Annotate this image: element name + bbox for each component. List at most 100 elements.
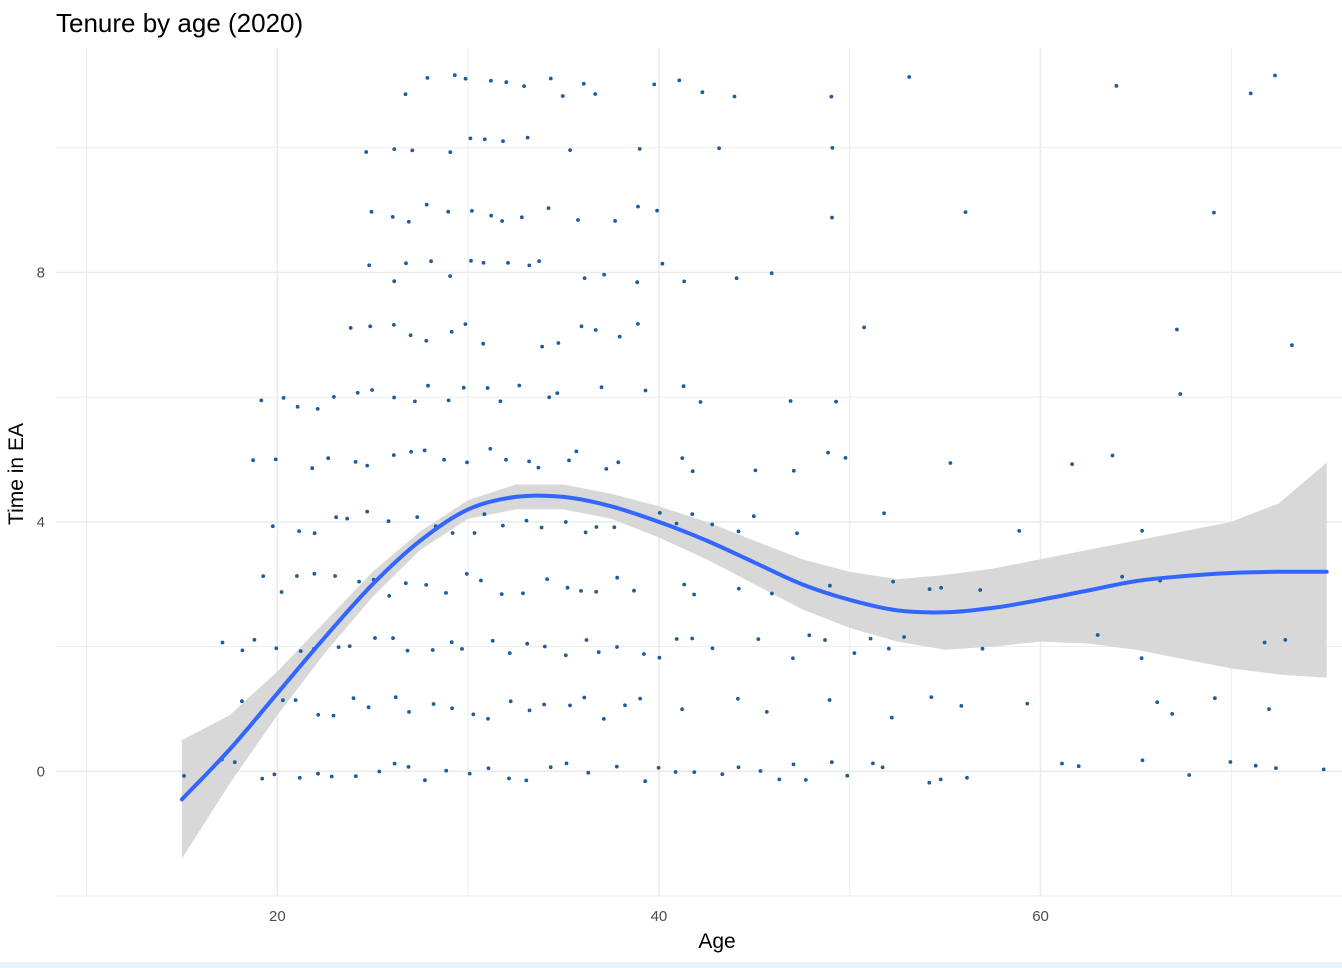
data-point (1120, 574, 1124, 579)
data-point (272, 772, 277, 777)
data-point (347, 644, 352, 648)
data-point (643, 388, 648, 393)
data-point (734, 276, 739, 281)
data-point (652, 82, 657, 87)
data-point (565, 585, 570, 590)
data-point (424, 338, 429, 343)
data-point (329, 774, 334, 779)
data-point (485, 386, 490, 390)
data-point (406, 219, 411, 224)
data-point (830, 215, 834, 220)
data-point (681, 384, 686, 389)
data-point (391, 636, 395, 640)
data-point (643, 779, 648, 784)
data-point (392, 761, 397, 766)
data-point (281, 698, 285, 703)
data-point (769, 271, 774, 276)
data-point (281, 396, 286, 400)
data-point (351, 696, 356, 701)
data-point (615, 575, 620, 580)
data-point (1248, 91, 1253, 96)
data-point (536, 465, 541, 470)
data-point (471, 712, 476, 717)
data-point (542, 702, 546, 707)
data-point (452, 73, 457, 78)
data-point (403, 581, 408, 586)
data-point (599, 385, 604, 390)
data-point (481, 341, 486, 346)
data-point (333, 574, 337, 578)
data-point (521, 591, 525, 596)
data-point (690, 469, 695, 474)
data-point (636, 322, 640, 326)
data-point (482, 512, 487, 517)
data-point (365, 463, 370, 468)
data-point (274, 646, 279, 651)
grid-lines (56, 48, 1342, 897)
data-point (563, 653, 568, 658)
data-point (1321, 767, 1326, 772)
data-point (470, 209, 474, 213)
data-point (732, 94, 737, 99)
data-point (391, 453, 396, 457)
data-point (616, 460, 621, 465)
data-point (1283, 638, 1288, 642)
data-point (758, 769, 763, 773)
data-point (524, 518, 529, 523)
data-point (612, 525, 617, 530)
data-point (1175, 327, 1179, 332)
data-point (504, 457, 508, 462)
data-point (548, 76, 553, 81)
data-point (579, 324, 584, 329)
data-point (370, 388, 374, 392)
data-point (425, 76, 430, 80)
data-point (756, 637, 761, 641)
data-point (316, 712, 321, 717)
data-point (446, 209, 451, 214)
data-point (297, 775, 302, 780)
data-point (614, 764, 619, 769)
data-point (834, 399, 838, 404)
data-point (827, 698, 832, 702)
data-point (508, 699, 513, 704)
data-point (965, 775, 969, 780)
x-tick-label: 40 (651, 908, 668, 925)
data-point (357, 579, 361, 584)
data-point (220, 640, 225, 645)
data-point (948, 461, 953, 465)
data-point (777, 777, 782, 782)
data-point (261, 574, 266, 578)
data-point (366, 705, 371, 710)
data-point (461, 385, 466, 390)
data-point (1267, 707, 1271, 711)
data-point (1114, 84, 1119, 88)
data-point (423, 778, 427, 783)
data-point (353, 460, 358, 464)
data-point (657, 655, 662, 660)
data-point (602, 272, 606, 277)
data-point (843, 456, 848, 460)
chart-title: Tenure by age (2020) (56, 8, 303, 38)
data-point (393, 695, 398, 700)
data-point (638, 696, 642, 701)
data-point (586, 770, 591, 775)
data-point (426, 383, 430, 388)
data-point (584, 638, 589, 642)
data-point (1140, 758, 1145, 763)
data-point (469, 258, 473, 263)
data-point (674, 521, 679, 526)
data-point (390, 215, 395, 219)
data-point (490, 638, 495, 643)
data-point (460, 647, 464, 651)
data-point (259, 398, 264, 403)
data-point (710, 646, 715, 651)
data-point (406, 765, 411, 769)
data-point (673, 770, 678, 774)
x-tick-label: 20 (269, 908, 286, 925)
data-point (963, 210, 968, 215)
data-point (692, 770, 697, 774)
y-axis-title: Time in EA (5, 423, 28, 525)
data-point (182, 774, 186, 778)
data-point (1155, 700, 1160, 705)
data-point (251, 458, 256, 463)
